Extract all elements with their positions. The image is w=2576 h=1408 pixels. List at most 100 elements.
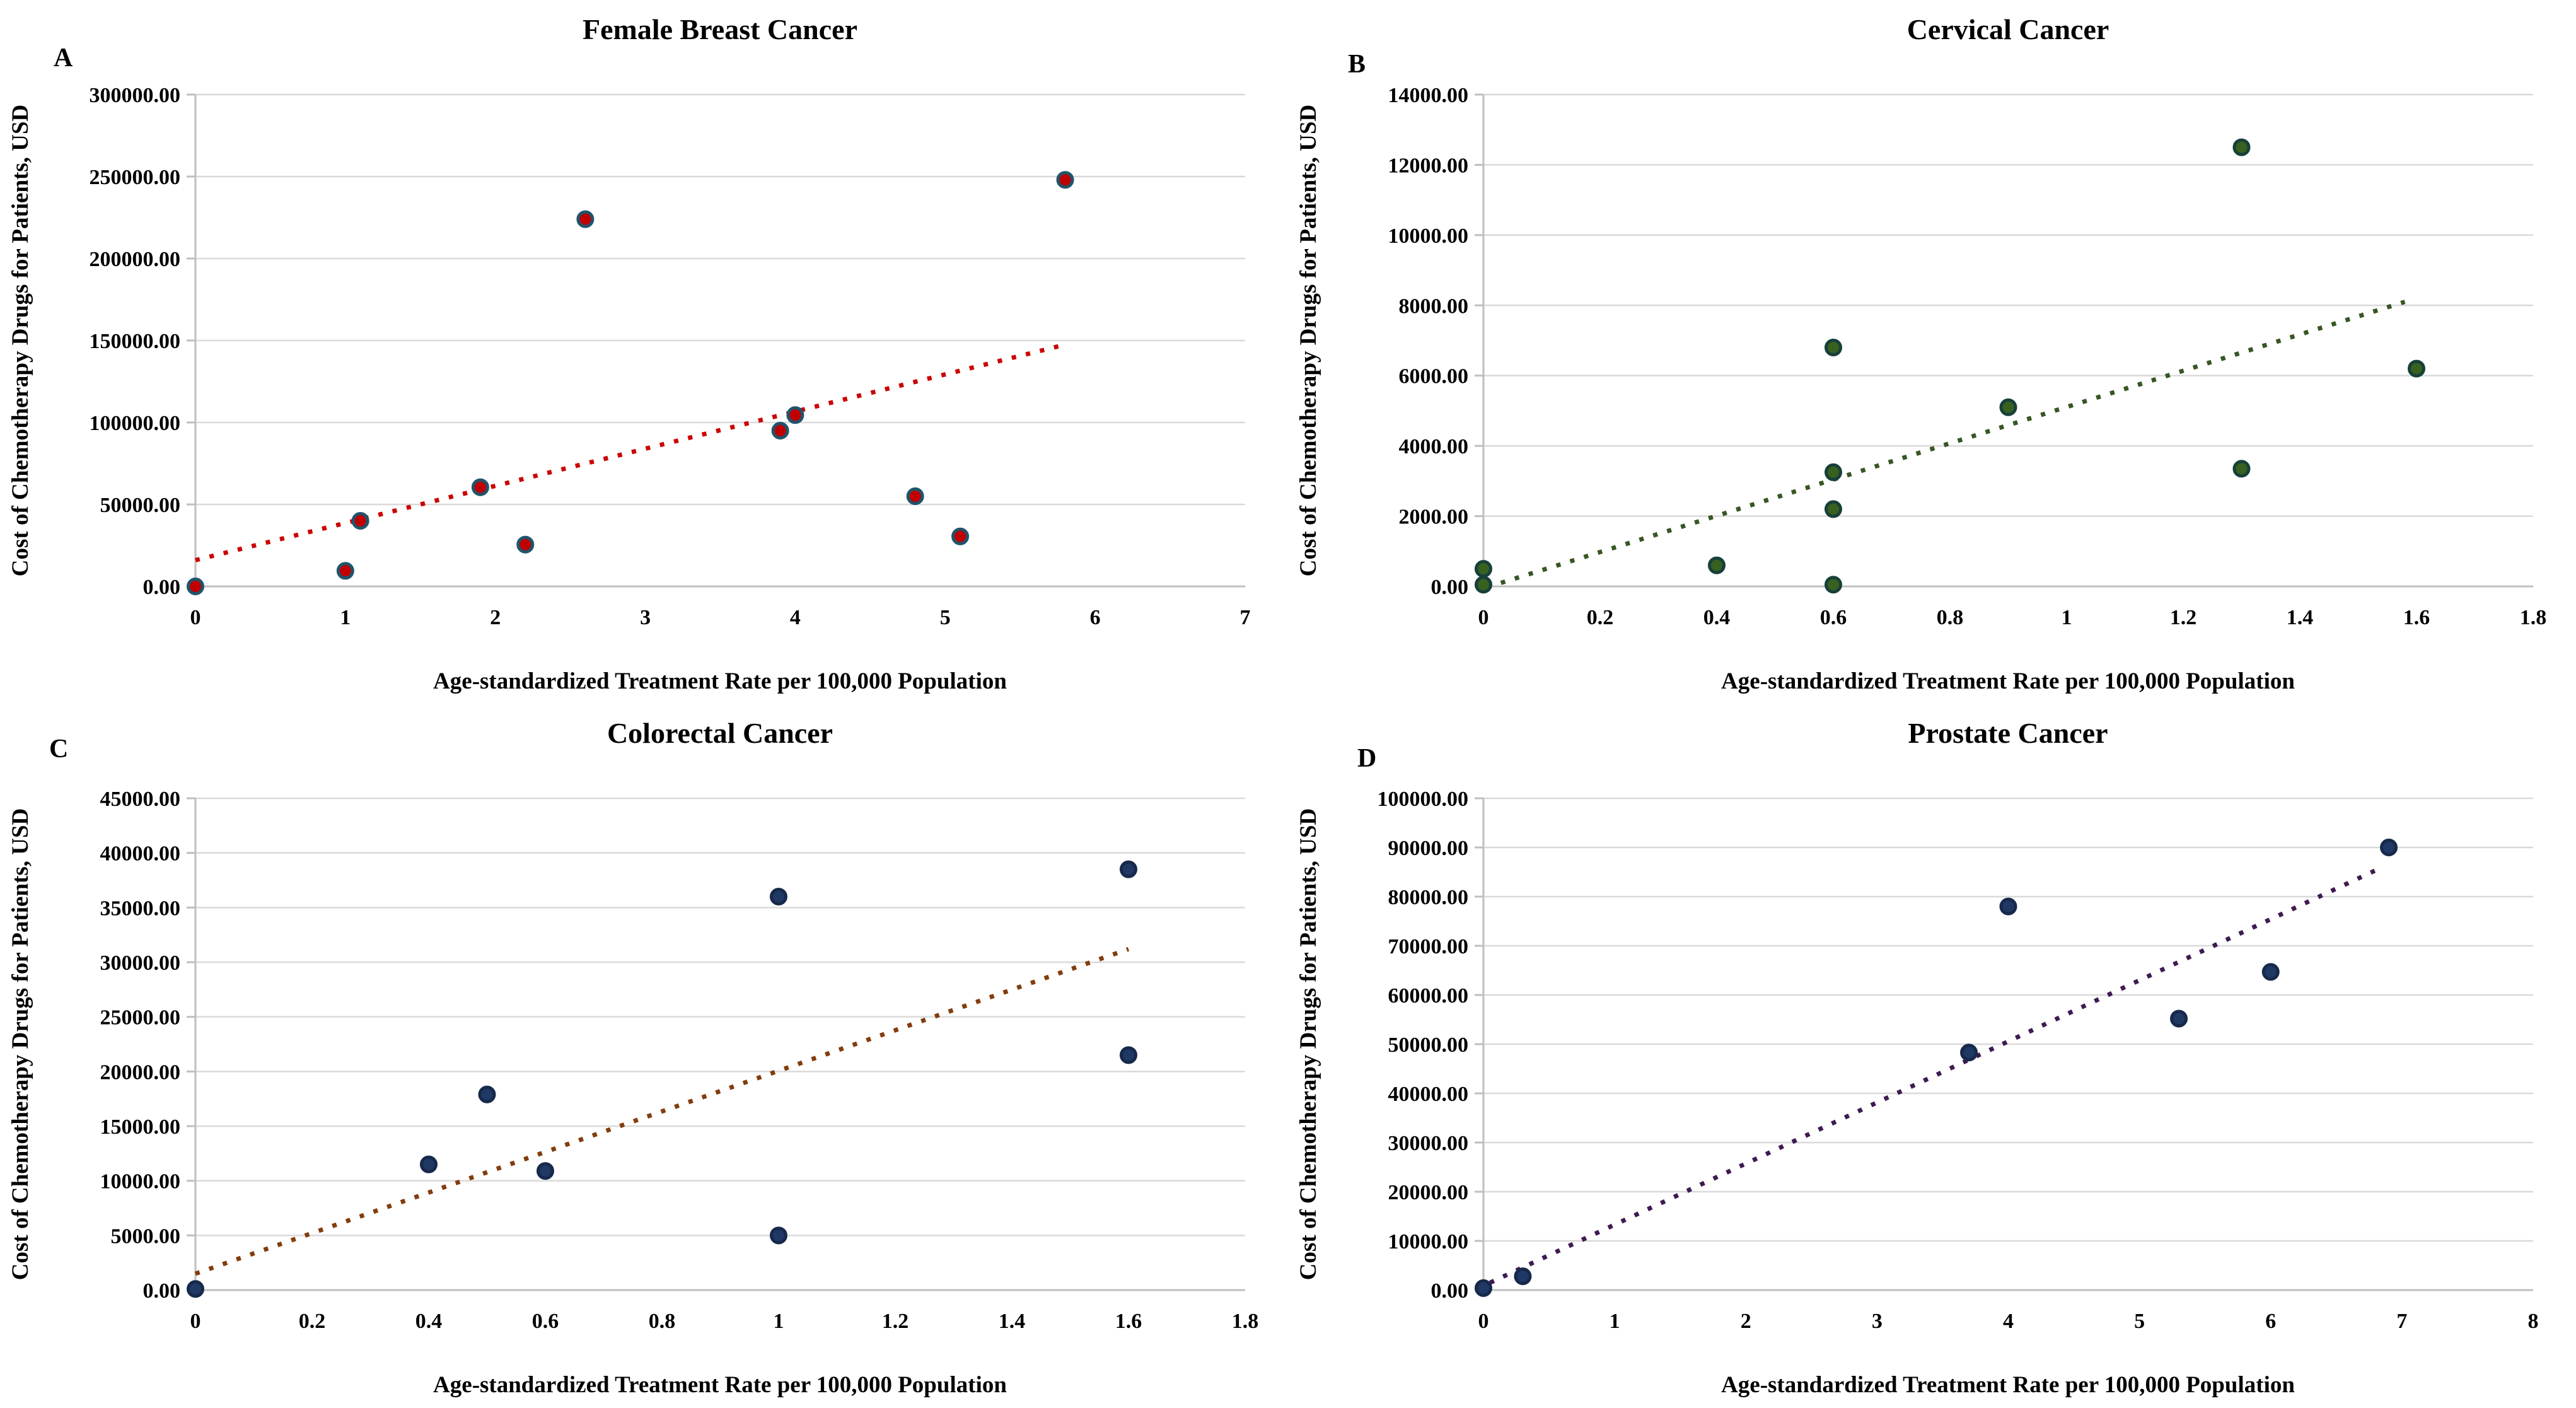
data-point [478,1085,496,1103]
y-tick-label: 12000.00 [1388,154,1469,177]
x-tick-label: 0.6 [532,1310,559,1333]
trendline [194,946,1130,1276]
x-tick-label: 0.6 [1820,606,1847,629]
data-point [1708,556,1726,574]
x-tick-label: 1 [340,606,351,629]
x-axis-title-breast: Age-standardized Treatment Rate per 100,… [433,668,1007,694]
data-point [351,512,369,530]
data-point [1960,1044,1978,1062]
data-point [786,406,804,424]
y-tick-label: 40000.00 [1388,1083,1469,1106]
data-point [187,1280,204,1298]
x-axis-title-prostate: Age-standardized Treatment Rate per 100,… [1721,1372,2295,1398]
y-tick-label: 60000.00 [1388,984,1469,1008]
panel-cervical-cancer: 0.00 2000.00 4000.00 6000.00 8000.00 10000.00… [1288,0,2576,704]
y-tick-label: 0.00 [143,1279,181,1303]
data-point [537,1162,554,1180]
panel-colorectal-cancer: 0.00 5000.00 10000.00 15000.00 20000.00 25000… [0,704,1288,1408]
y-tick-label: 150000.00 [90,330,181,353]
data-point [951,527,970,545]
y-axis-title-prostate: Cost of Chemotherapy Drugs for Patients,… [1296,808,1321,1281]
x-tick-label: 0 [1478,606,1489,629]
x-tick-label: 3 [640,606,651,629]
trendline [1488,867,2379,1285]
data-point [770,1226,787,1245]
data-point [2232,138,2251,156]
y-tick-label: 250000.00 [90,166,181,189]
trendline [1500,300,2406,585]
data-point [2261,963,2280,981]
x-tick-label: 4 [2003,1310,2014,1333]
y-tick-label: 6000.00 [1399,365,1469,388]
y-tick-label: 300000.00 [90,84,181,107]
y-tick-label: 10000.00 [1388,1230,1469,1254]
data-point [2408,359,2425,378]
data-point [1825,463,1842,481]
y-tick-label: 50000.00 [1388,1033,1469,1057]
data-point [1475,1279,1492,1297]
data-point [906,487,924,505]
x-tick-label: 1 [774,1310,784,1333]
x-tick-label: 6 [1090,606,1101,629]
y-tick-label: 25000.00 [100,1006,181,1030]
data-point [516,535,535,554]
x-tick-label: 6 [2265,1310,2276,1333]
trendline [195,343,1063,562]
cervical-cancer-chart: 0.00 2000.00 4000.00 6000.00 8000.00 10000.00… [1296,13,2547,694]
x-tick-label: 0 [190,606,201,629]
x-tick-label: 5 [940,606,951,629]
x-tick-label: 0.2 [1587,606,1614,629]
data-point [1120,860,1137,878]
y-tick-label: 4000.00 [1399,435,1469,458]
x-tick-label: 0.4 [415,1310,443,1333]
y-tick-label: 14000.00 [1388,84,1469,107]
y-tick-label: 70000.00 [1388,935,1469,958]
y-axis-title-breast: Cost of Chemotherapy Drugs for Patients,… [8,105,33,577]
x-tick-label: 0.8 [649,1310,676,1333]
x-tick-label: 0 [190,1310,201,1333]
panel-female-breast-cancer: 0.00 50000.00 100000.00 150000.00 200000.00 2… [0,0,1288,704]
x-tick-label: 4 [790,606,801,629]
x-tick-label: 3 [1872,1310,1883,1333]
y-tick-label: 5000.00 [111,1225,181,1248]
panel-letter-b: B [1348,50,1366,79]
chart-title-cervical: Cervical Cancer [1907,13,2109,45]
data-point [471,478,489,496]
x-tick-label: 1.8 [2520,606,2547,629]
x-tick-label: 1.6 [1115,1310,1142,1333]
data-point [1475,560,1492,578]
y-tick-label: 8000.00 [1399,294,1469,318]
x-tick-label: 5 [2134,1310,2145,1333]
data-point [1825,576,1842,594]
panel-letter-d: D [1357,744,1376,773]
y-tick-label: 0.00 [143,576,181,599]
panel-letter-c: C [49,735,68,764]
y-tick-label: 10000.00 [1388,224,1469,248]
y-axis-title-cervical: Cost of Chemotherapy Drugs for Patients,… [1296,105,1321,577]
y-tick-label: 2000.00 [1399,506,1469,529]
data-point [1999,398,2017,416]
panel-prostate-cancer: 0.00 10000.00 20000.00 30000.00 40000.00 5000… [1288,704,2576,1408]
y-tick-label: 35000.00 [100,897,181,920]
data-point [771,422,789,439]
x-tick-label: 1.4 [999,1310,1026,1333]
y-tick-label: 30000.00 [100,951,181,975]
y-tick-label: 0.00 [1431,576,1469,599]
x-axis-title-cervical: Age-standardized Treatment Rate per 100,… [1721,668,2295,694]
y-tick-label: 15000.00 [100,1115,181,1139]
data-point [187,578,204,595]
chart-title-breast: Female Breast Cancer [583,13,857,45]
breast-cancer-chart: 0.00 50000.00 100000.00 150000.00 200000.00 2… [8,13,1251,694]
x-tick-label: 1 [2062,606,2072,629]
y-tick-label: 100000.00 [1378,788,1469,811]
data-point [2170,1009,2188,1028]
data-point [1825,500,1842,518]
x-tick-label: 0.2 [299,1310,326,1333]
x-tick-label: 1.6 [2403,606,2430,629]
data-point [2380,839,2398,856]
data-point [1825,339,1842,357]
panel-letter-a: A [54,44,73,73]
x-tick-label: 7 [2396,1310,2407,1333]
colorectal-cancer-chart: 0.00 5000.00 10000.00 15000.00 20000.00 25000… [8,717,1258,1398]
